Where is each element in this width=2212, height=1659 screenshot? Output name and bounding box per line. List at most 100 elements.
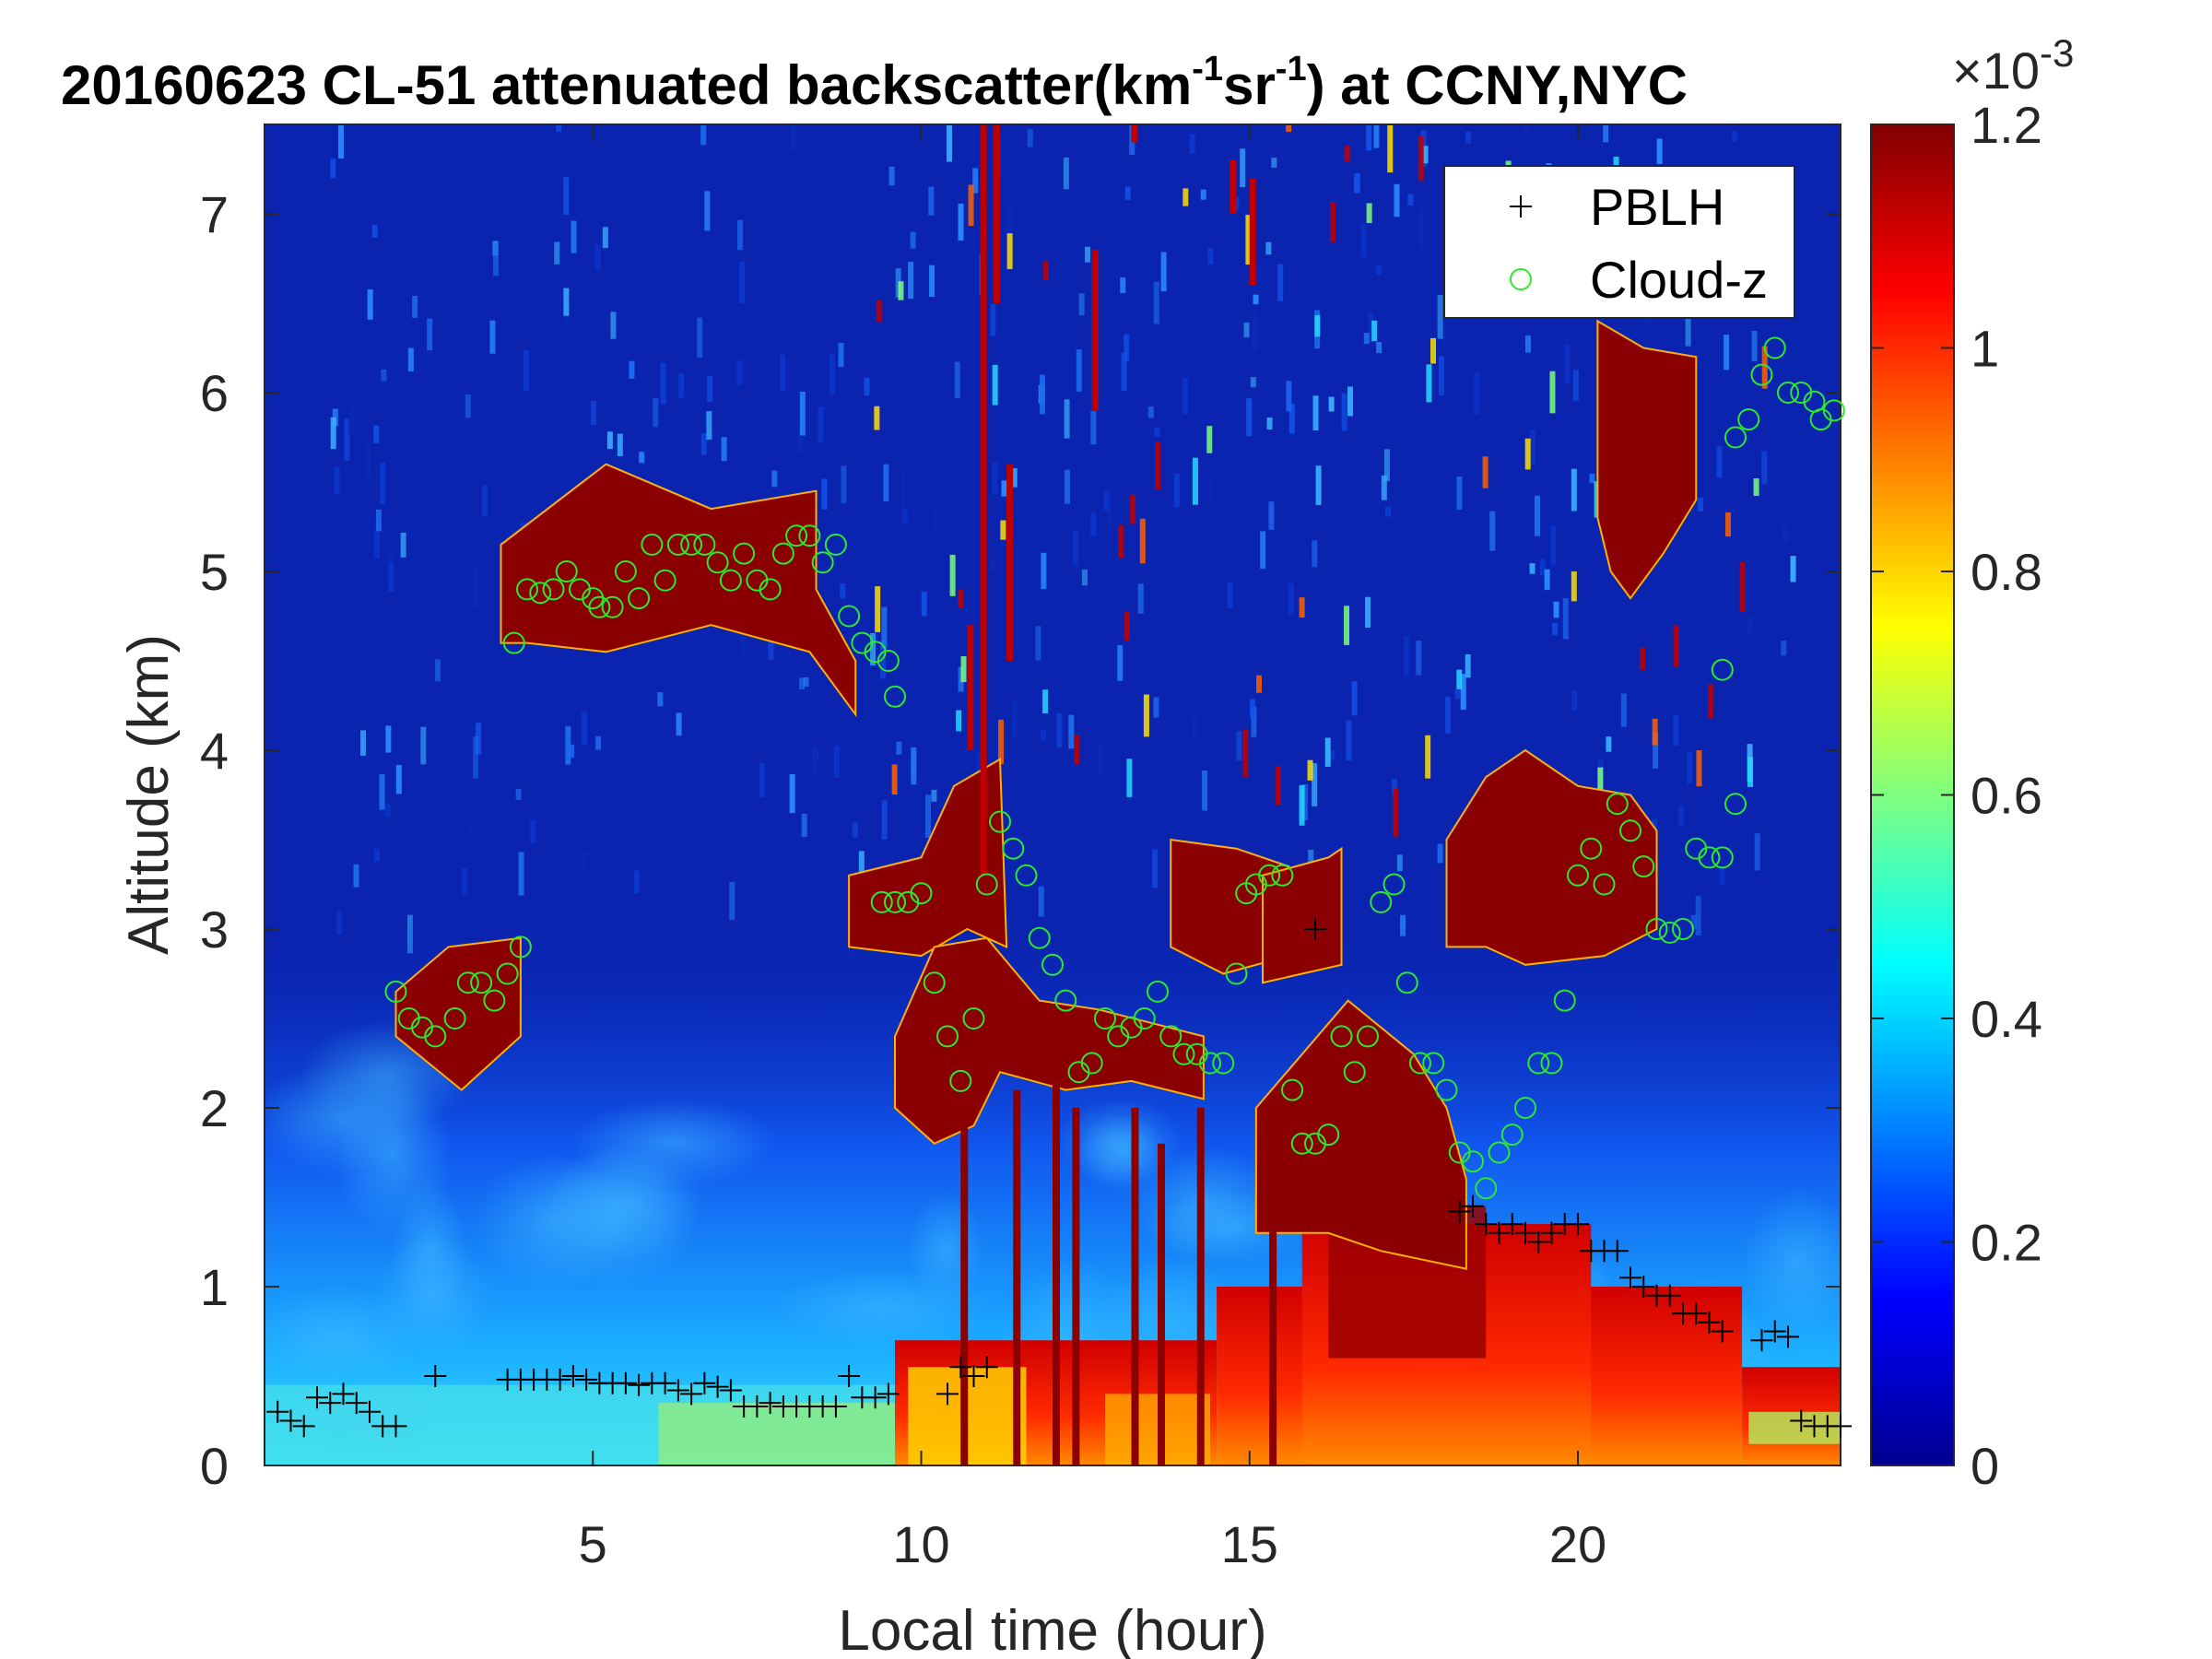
- pblh-marker: [824, 1394, 847, 1418]
- colorbar: 0 0.2 0.4 0.6 0.8 1 1.2 ×10-3: [1870, 31, 2074, 1495]
- x-axis-ticks: 5 10 15 20: [579, 124, 1606, 1573]
- cloud-z-marker: [443, 1007, 466, 1030]
- cloud-z-marker: [1737, 408, 1760, 431]
- cloud-z-marker: [877, 650, 900, 672]
- pblh-marker: [614, 1371, 637, 1394]
- cloud-z-marker: [1672, 918, 1694, 940]
- cloud-z-marker: [1041, 953, 1064, 976]
- cloud-z-marker: [759, 578, 782, 601]
- colorbar-tick-label: 1.2: [1971, 96, 2042, 154]
- pblh-marker: [359, 1400, 381, 1423]
- pblh-marker: [1448, 1200, 1471, 1223]
- cloud-z-marker: [1462, 1150, 1484, 1173]
- legend-box: [1443, 165, 1795, 319]
- cloud-z-marker: [936, 1025, 959, 1048]
- cloud-z-marker: [456, 971, 479, 994]
- cloud-z-marker: [1395, 971, 1418, 994]
- y-tick-label: 2: [200, 1079, 229, 1137]
- cloud-z-marker: [870, 890, 893, 913]
- pblh-marker: [1711, 1320, 1734, 1343]
- cloud-z-marker: [1632, 855, 1655, 878]
- cloud-z-marker: [1540, 1052, 1563, 1075]
- y-tick-label: 6: [200, 364, 229, 422]
- pblh-marker: [332, 1382, 355, 1406]
- cloud-z-marker: [1028, 926, 1051, 949]
- cloud-z-marker: [1514, 1097, 1536, 1119]
- pblh-marker: [575, 1368, 598, 1391]
- cloud-z-marker: [1159, 1025, 1182, 1048]
- cloud-z-marker: [824, 533, 847, 556]
- cloud-z-marker: [975, 873, 998, 896]
- title-superscript-2: -1: [1276, 50, 1307, 88]
- pblh-marker: [1750, 1329, 1773, 1352]
- legend-label-cloud-z: Cloud-z: [1590, 251, 1768, 309]
- colorbar-tick-label: 1: [1971, 320, 1999, 378]
- cloud-z-marker: [483, 989, 506, 1012]
- pblh-marker: [864, 1386, 887, 1409]
- cloud-z-marker: [1567, 864, 1589, 887]
- cloud-z-marker: [1199, 1052, 1221, 1075]
- cloud-z-marker: [771, 542, 794, 565]
- y-tick-label: 5: [200, 543, 229, 601]
- cloud-z-marker: [1212, 1052, 1235, 1075]
- pblh-marker: [949, 1356, 972, 1379]
- cloud-z-marker: [1422, 1052, 1445, 1075]
- y-tick-label: 4: [200, 722, 229, 780]
- pblh-marker: [719, 1379, 742, 1402]
- cloud-z-marker: [1317, 1124, 1340, 1147]
- pblh-marker: [693, 1371, 716, 1394]
- x-tick-label: 20: [1549, 1515, 1606, 1573]
- pblh-marker: [666, 1379, 689, 1402]
- cloud-z-marker: [1658, 921, 1681, 944]
- cloud-z-marker: [628, 587, 651, 610]
- pblh-marker: [1567, 1213, 1589, 1236]
- colorbar-tick-label: 0.2: [1971, 1214, 2042, 1272]
- cloud-z-marker: [1763, 336, 1786, 359]
- pblh-marker: [877, 1382, 900, 1406]
- x-tick-label: 10: [892, 1515, 949, 1573]
- cloud-z-marker: [1553, 989, 1576, 1012]
- cloud-z-marker: [1711, 658, 1734, 681]
- cloud-z-marker: [962, 1007, 985, 1030]
- cloud-z-marker: [884, 685, 906, 708]
- plot-area: [265, 124, 1841, 1465]
- pblh-marker: [1527, 1230, 1550, 1253]
- pblh-marker: [1790, 1409, 1813, 1432]
- cloud-z-marker: [502, 631, 525, 654]
- cloud-z-marker: [1271, 864, 1294, 887]
- pblh-marker: [384, 1415, 407, 1438]
- cloud-z-marker: [706, 551, 729, 574]
- cloud-z-marker: [1133, 1007, 1156, 1030]
- cloud-z-marker: [1094, 1007, 1116, 1030]
- cloud-z-marker: [785, 524, 808, 547]
- cloud-z-marker: [1711, 846, 1734, 869]
- cloud-z-marker: [949, 1069, 972, 1092]
- pblh-marker: [1500, 1213, 1524, 1236]
- pblh-marker: [292, 1415, 315, 1438]
- pblh-marker: [838, 1365, 861, 1387]
- plot-frame: [264, 124, 1841, 1466]
- legend-label-pblh: PBLH: [1590, 178, 1724, 236]
- cloud-z-marker: [1281, 1078, 1304, 1101]
- cloud-z-marker: [424, 1025, 447, 1048]
- cloud-z-marker: [601, 595, 624, 618]
- cloud-z-marker: [470, 971, 493, 994]
- y-tick-label: 1: [200, 1258, 229, 1316]
- pblh-marker: [962, 1365, 985, 1387]
- x-tick-label: 15: [1221, 1515, 1278, 1573]
- pblh-marker: [345, 1392, 368, 1415]
- y-tick-label: 3: [200, 900, 229, 959]
- cloud-z-marker: [1488, 1141, 1511, 1164]
- cloud-z-marker: [1258, 864, 1281, 887]
- cloud-z-marker: [1750, 363, 1773, 386]
- cloud-z-marker: [1724, 793, 1747, 816]
- cloud-z-marker: [1822, 399, 1845, 422]
- pblh-marker: [1763, 1320, 1786, 1343]
- heatmap-features: [394, 124, 1698, 1465]
- cloud-z-marker: [1002, 837, 1025, 860]
- cloud-z-marker: [1357, 1025, 1379, 1048]
- pblh-marker: [746, 1394, 769, 1418]
- cloud-z-marker: [1698, 846, 1721, 869]
- series-markers: [266, 336, 1852, 1438]
- cloud-z-marker: [989, 810, 1011, 833]
